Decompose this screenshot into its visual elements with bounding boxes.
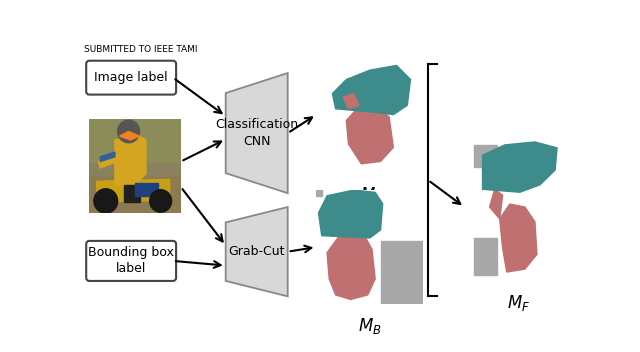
FancyBboxPatch shape <box>86 61 176 95</box>
Polygon shape <box>226 73 288 193</box>
Text: $M_F$: $M_F$ <box>507 293 530 313</box>
Text: $M_B$: $M_B$ <box>358 316 381 337</box>
Text: Grab-Cut: Grab-Cut <box>228 245 285 258</box>
Text: Image label: Image label <box>94 71 168 84</box>
Text: Classification
CNN: Classification CNN <box>215 118 298 148</box>
FancyBboxPatch shape <box>86 241 176 281</box>
Text: SUBMITTED TO IEEE TAMI: SUBMITTED TO IEEE TAMI <box>84 45 197 54</box>
Polygon shape <box>226 207 288 296</box>
Text: Bounding box
label: Bounding box label <box>88 246 174 275</box>
Text: $M_I$: $M_I$ <box>360 186 380 206</box>
